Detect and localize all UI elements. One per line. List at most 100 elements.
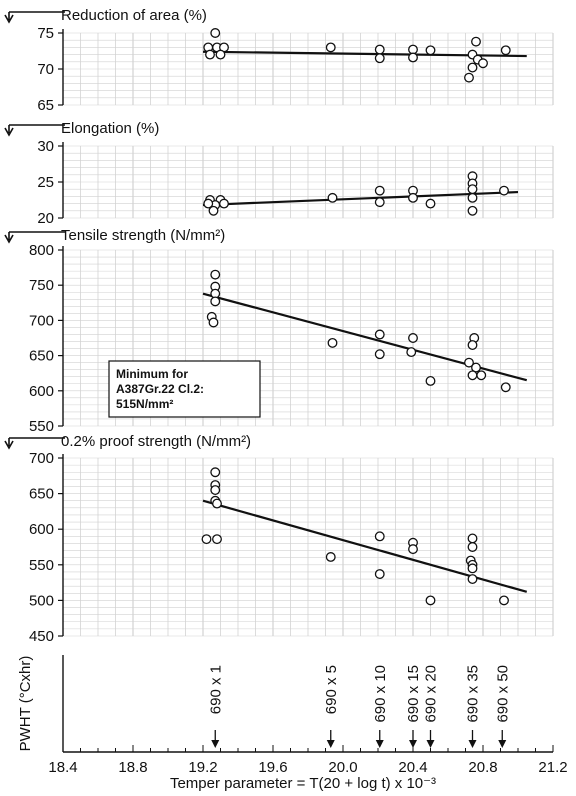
data-point xyxy=(425,375,436,386)
data-point xyxy=(425,595,436,606)
down-arrow-icon xyxy=(498,740,507,748)
data-point xyxy=(499,185,509,196)
data-point xyxy=(210,467,221,478)
data-point xyxy=(467,192,478,203)
data-point xyxy=(374,44,385,55)
data-point xyxy=(500,382,511,393)
panel-title: Elongation (%) xyxy=(61,120,159,137)
data-point xyxy=(325,552,336,562)
down-arrow-icon xyxy=(4,11,65,24)
down-arrow-icon xyxy=(326,740,335,748)
x-tick-label: 20.8 xyxy=(468,759,497,776)
data-point xyxy=(499,595,509,606)
data-point xyxy=(467,533,478,544)
data-point xyxy=(201,534,212,545)
annotation-line: A387Gr.22 Cl.2: xyxy=(116,382,204,396)
data-point xyxy=(467,340,478,350)
data-point xyxy=(210,28,221,38)
x-tick-label: 20.0 xyxy=(328,759,357,776)
y-tick-label: 750 xyxy=(29,277,54,294)
down-arrow-icon xyxy=(426,740,435,748)
data-point xyxy=(325,42,336,53)
y-tick-label: 700 xyxy=(29,312,54,329)
data-point xyxy=(476,370,487,381)
y-tick-label: 600 xyxy=(29,521,54,538)
pwht-marker-label: 690 x 35 xyxy=(465,665,482,723)
data-point xyxy=(212,498,222,509)
data-point xyxy=(464,357,474,368)
y-tick-label: 650 xyxy=(29,486,54,503)
data-point xyxy=(208,317,219,328)
data-point xyxy=(210,485,221,495)
data-point xyxy=(408,544,418,555)
pwht-marker-label: 690 x 5 xyxy=(323,665,340,714)
annotation-line: Minimum for xyxy=(116,367,188,381)
y-tick-label: 500 xyxy=(29,592,54,609)
x-tick-label: 18.8 xyxy=(118,759,147,776)
y-tick-label: 450 xyxy=(29,628,54,645)
data-point xyxy=(327,337,338,348)
data-point xyxy=(425,45,436,56)
y-tick-label: 70 xyxy=(37,61,54,78)
panel-title: Reduction of area (%) xyxy=(61,7,207,24)
data-point xyxy=(500,45,511,56)
data-point xyxy=(374,349,385,360)
pwht-marker-label: 690 x 10 xyxy=(372,665,389,723)
data-point xyxy=(406,347,417,358)
pwht-marker-label: 690 x 50 xyxy=(494,665,511,723)
panel-3: 550 600 650 700 750 800 Tensile strength (N/mm… xyxy=(4,227,554,435)
data-point xyxy=(467,205,478,216)
panel-title: 0.2% proof strength (N/mm²) xyxy=(61,433,251,450)
data-point xyxy=(205,49,215,60)
down-arrow-icon xyxy=(4,124,65,137)
data-point xyxy=(374,197,385,208)
data-point xyxy=(203,198,214,209)
down-arrow-icon xyxy=(211,740,220,748)
trend-line xyxy=(202,190,519,207)
data-point xyxy=(219,198,229,209)
data-point xyxy=(467,184,478,195)
data-point xyxy=(408,52,418,63)
down-arrow-icon xyxy=(4,437,65,450)
data-point xyxy=(467,574,478,584)
y-tick-label: 550 xyxy=(29,557,54,574)
y-tick-label: 800 xyxy=(29,242,54,259)
down-arrow-icon xyxy=(409,740,417,748)
data-point xyxy=(467,563,478,574)
down-arrow-icon xyxy=(375,740,384,748)
data-point xyxy=(471,36,481,47)
data-point xyxy=(408,333,418,343)
x-tick-label: 19.2 xyxy=(188,759,217,776)
panel-4: 450 500 550 600 650 700 0.2% proof strength (N… xyxy=(4,433,554,645)
x-axis-label: Temper parameter = T(20 + log t) x 10⁻³ xyxy=(170,775,436,792)
data-point xyxy=(208,205,219,216)
data-point xyxy=(374,569,385,580)
panel-2: 20 25 30 Elongation (%) xyxy=(4,120,554,227)
annotation-line: 515N/mm² xyxy=(116,397,173,411)
y-axis-label: PWHT (°Cxhr) xyxy=(17,656,34,752)
data-point xyxy=(408,192,418,203)
data-point xyxy=(467,542,478,552)
data-point xyxy=(467,370,478,381)
pwht-marker-label: 690 x 15 xyxy=(405,665,422,723)
x-tick-label: 21.2 xyxy=(538,759,567,776)
data-point xyxy=(425,198,436,209)
data-point xyxy=(210,296,221,307)
panel-5: 18.4 18.8 19.2 19.6 20.0 20.4 20.8 21.2 PWHT (°C… xyxy=(17,655,568,792)
x-tick-label: 20.4 xyxy=(398,759,427,776)
y-tick-label: 75 xyxy=(37,25,54,42)
data-point xyxy=(478,58,488,69)
y-tick-label: 30 xyxy=(37,138,54,155)
data-point xyxy=(215,49,226,60)
data-point xyxy=(464,72,474,83)
pwht-marker-label: 690 x 1 xyxy=(207,665,224,714)
data-point xyxy=(467,62,478,73)
data-point xyxy=(327,192,338,203)
x-tick-label: 19.6 xyxy=(258,759,287,776)
trend-line xyxy=(202,499,528,593)
y-tick-label: 65 xyxy=(37,97,54,114)
data-point xyxy=(374,531,385,542)
y-tick-label: 20 xyxy=(37,210,54,227)
pwht-marker-label: 690 x 20 xyxy=(423,665,440,723)
